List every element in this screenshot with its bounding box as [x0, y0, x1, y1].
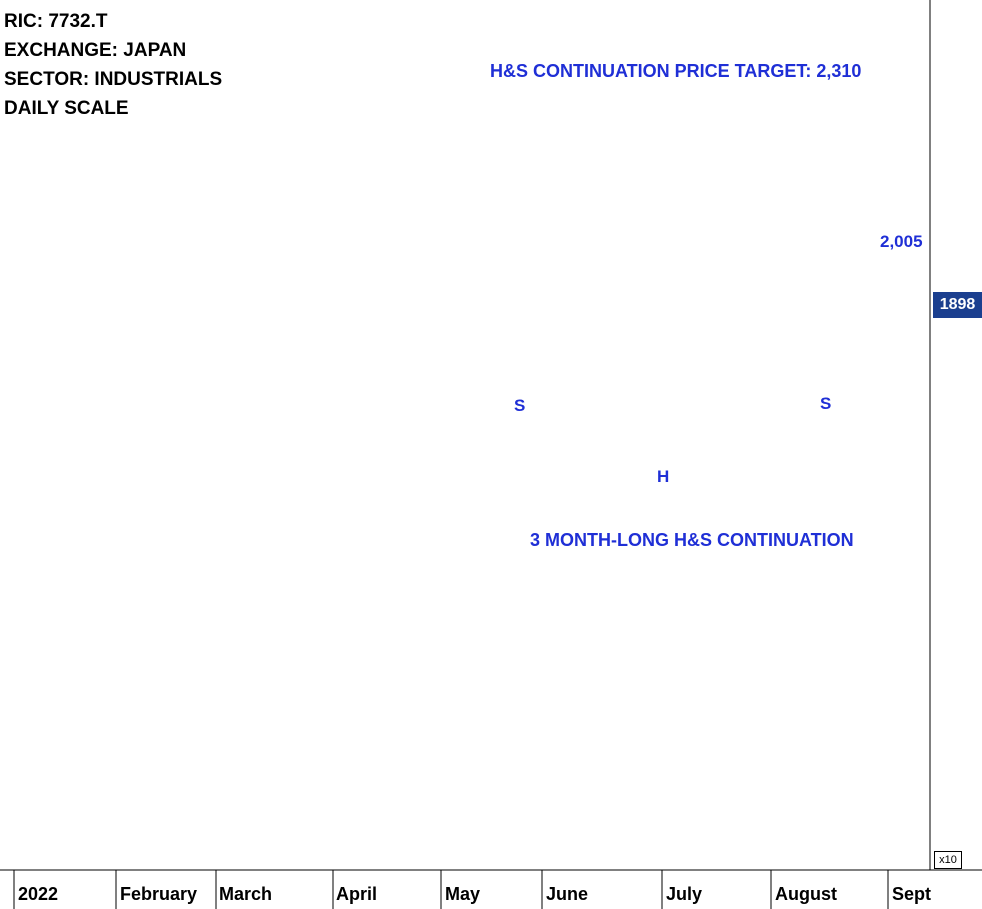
x-tick-march: March: [219, 884, 273, 904]
price-target-label: H&S CONTINUATION PRICE TARGET: 2,310: [490, 61, 862, 81]
x-tick-may: May: [445, 884, 481, 904]
x-tick-august: August: [775, 884, 837, 904]
x-tick-2022: 2022: [18, 884, 59, 904]
left-shoulder-label: S: [514, 396, 526, 415]
x-tick-july: July: [666, 884, 703, 904]
exchange-label: EXCHANGE: JAPAN: [4, 40, 187, 61]
ric-label: RIC: 7732.T: [4, 11, 108, 32]
x-tick-april: April: [336, 884, 378, 904]
right-shoulder-label: S: [820, 394, 832, 413]
x-tick-june: June: [546, 884, 589, 904]
neckline-label: 2,005: [880, 232, 923, 251]
head-label: H: [657, 467, 670, 486]
scale-label: DAILY SCALE: [4, 98, 129, 119]
x-tick-september: Sept: [892, 884, 932, 904]
scale-multiplier-badge: x10: [934, 851, 962, 869]
pattern-label: 3 MONTH-LONG H&S CONTINUATION: [530, 530, 854, 550]
x-tick-february: February: [120, 884, 198, 904]
last-price-badge: 1898: [933, 292, 982, 318]
sector-label: SECTOR: INDUSTRIALS: [4, 69, 223, 90]
